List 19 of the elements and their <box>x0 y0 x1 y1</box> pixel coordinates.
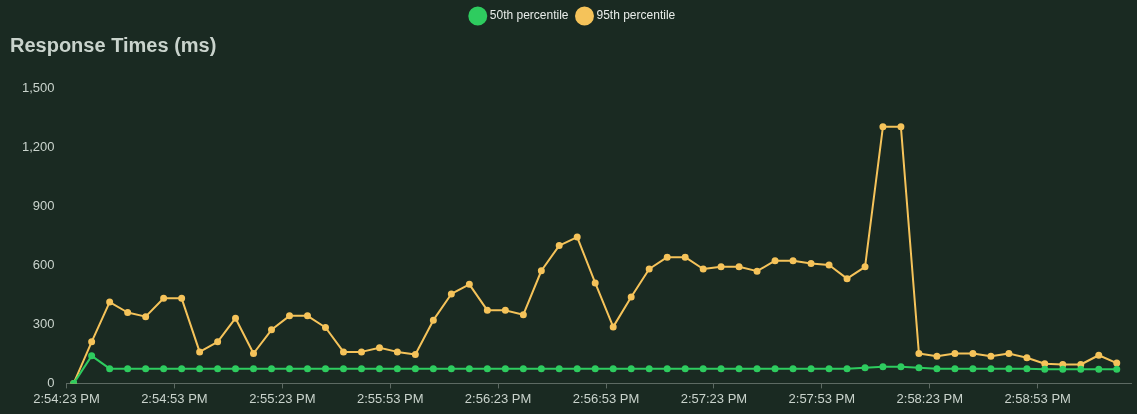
y-tick-label: 900 <box>32 197 55 213</box>
y-tick-label: 600 <box>32 256 55 272</box>
legend-label: 50th percentile <box>489 8 569 23</box>
y-tick-label: 1,200 <box>21 138 55 154</box>
x-tick-label: 2:55:23 PM <box>249 390 316 406</box>
y-tick-label: 0 <box>47 374 55 390</box>
x-tick-label: 2:54:23 PM <box>33 390 100 406</box>
x-tick-label: 2:56:53 PM <box>572 390 640 406</box>
x-tick-label: 2:57:23 PM <box>680 390 748 406</box>
x-tick-label: 2:58:23 PM <box>896 390 964 406</box>
x-tick-label: 2:54:53 PM <box>141 390 208 406</box>
x-tick-label: 2:56:23 PM <box>464 390 532 406</box>
chart-title: Response Times (ms) <box>10 33 217 56</box>
x-tick-label: 2:57:53 PM <box>788 390 856 406</box>
x-tick-label: 2:55:53 PM <box>356 390 424 406</box>
legend-label: 95th percentile <box>596 8 676 23</box>
x-tick-label: 2:58:53 PM <box>1004 390 1071 406</box>
y-tick-label: 300 <box>32 315 55 331</box>
y-tick-label: 1,500 <box>21 79 55 95</box>
